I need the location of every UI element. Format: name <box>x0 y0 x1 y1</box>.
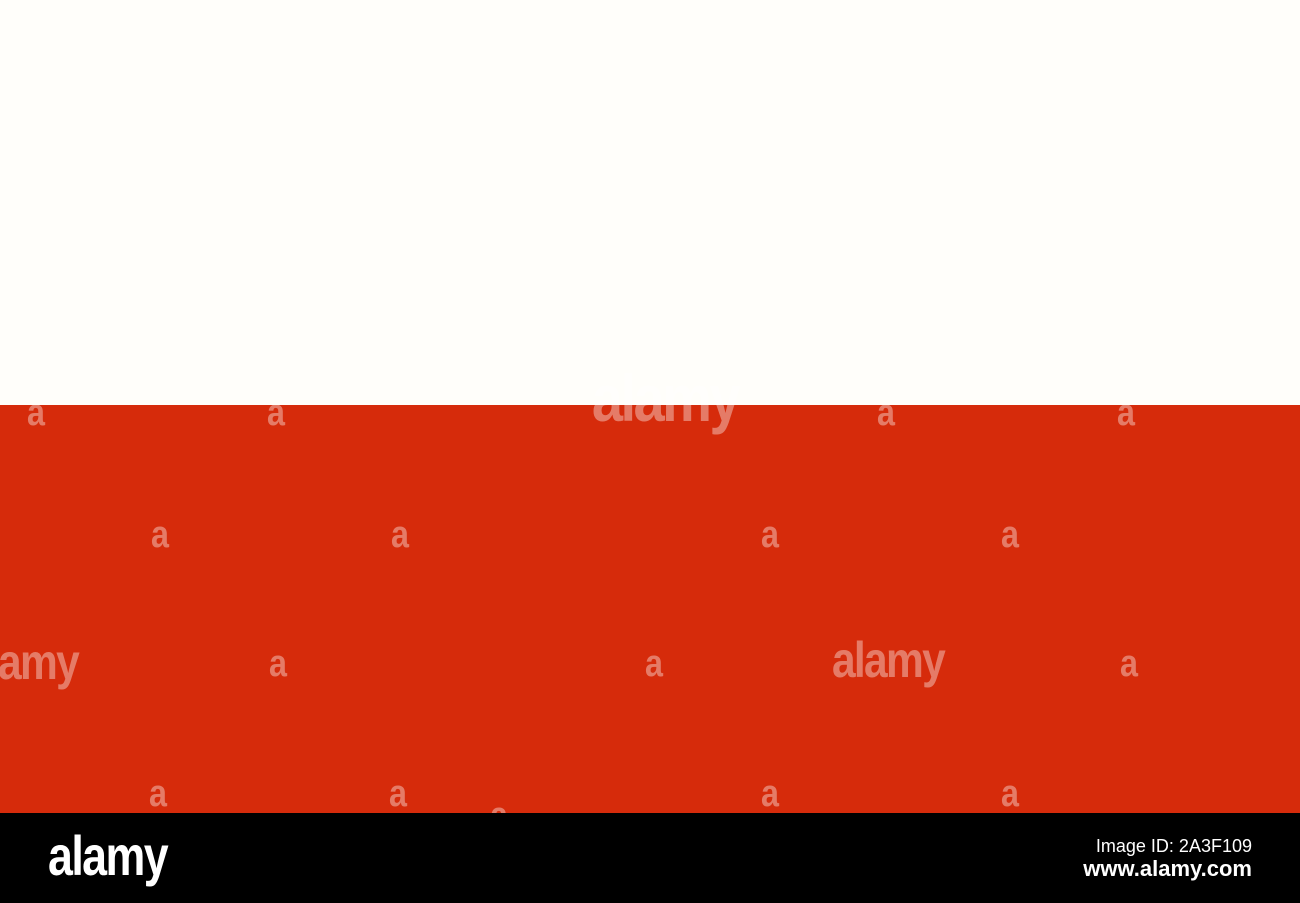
watermark-a-letter: a <box>645 643 663 685</box>
watermark-a-letter: a <box>27 392 45 434</box>
watermark-a-letter: a <box>151 514 169 556</box>
watermark-a-letter: a <box>149 773 167 813</box>
watermark-a-letter: a <box>490 797 508 813</box>
alamy-url-text: www.alamy.com <box>1083 856 1252 881</box>
footer-info-block: Image ID: 2A3F109 www.alamy.com <box>1083 835 1252 881</box>
watermark-a-letter: a <box>267 392 285 434</box>
watermark-a-letter: a <box>391 514 409 556</box>
alamy-logo: alamy <box>48 824 169 887</box>
watermark-layer: a a alamy a a a a a a alamy a a alamy a a a a a a <box>0 361 1138 813</box>
flag-of-poland: a a alamy a a a a a a alamy a a alamy a a a a a a <box>0 0 1300 813</box>
watermark-a-letter: a <box>1001 773 1019 813</box>
watermark-a-letter: a <box>761 773 779 813</box>
watermark-a-letter: a <box>389 773 407 813</box>
watermark-a-letter: a <box>269 643 287 685</box>
watermark-alamy-word: alamy <box>591 361 741 435</box>
watermark-a-letter: a <box>877 392 895 434</box>
alamy-footer-bar: alamy Image ID: 2A3F109 www.alamy.com <box>0 813 1300 903</box>
image-id-text: Image ID: 2A3F109 <box>1095 836 1252 856</box>
watermark-a-letter: a <box>1001 514 1019 556</box>
watermark-alamy-word: alamy <box>831 632 946 688</box>
flag-red-stripe <box>0 405 1300 813</box>
watermark-a-letter: a <box>761 514 779 556</box>
flag-white-stripe <box>0 0 1300 405</box>
watermark-alamy-word: alamy <box>0 634 80 690</box>
watermark-a-letter: a <box>1120 643 1138 685</box>
watermark-a-letter: a <box>1117 392 1135 434</box>
